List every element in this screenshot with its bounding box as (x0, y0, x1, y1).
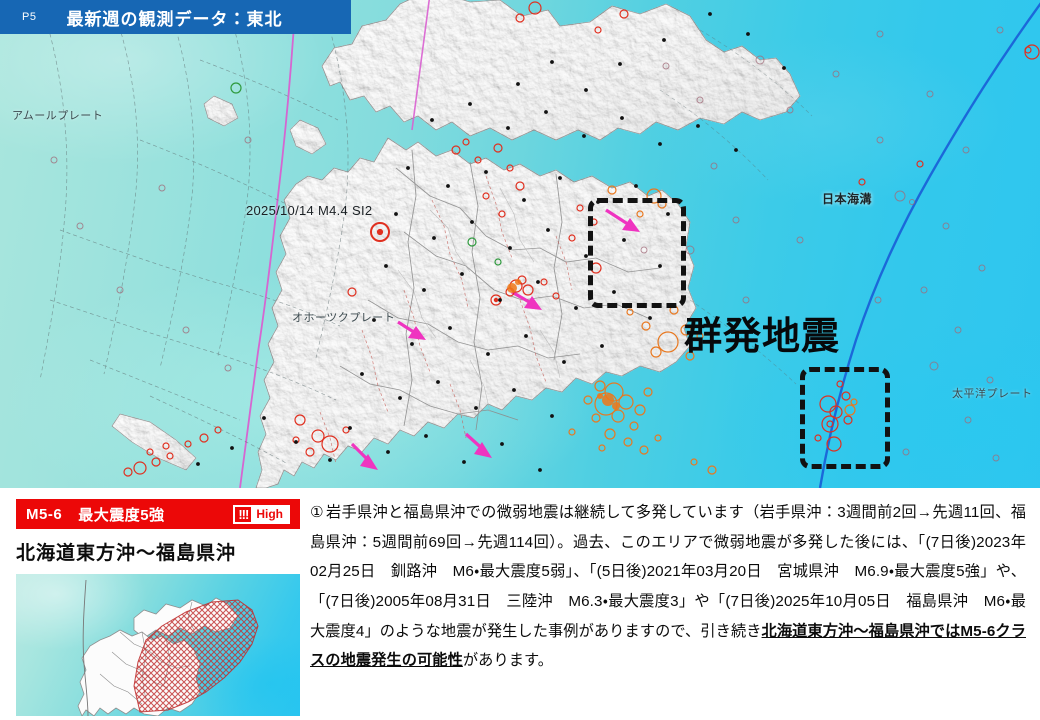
forecast-panel: M5-6 最大震度5強 !!! High 北海道東方沖〜福島県沖 (16, 499, 300, 716)
page-title: 最新週の観測データ：東北 (66, 9, 283, 29)
magnitude-label: M5-6 (26, 505, 63, 523)
arrow-1 (605, 208, 640, 232)
arrow-3 (397, 320, 426, 340)
landmass-layer (111, 0, 801, 488)
commentary-marker: ① (310, 504, 324, 521)
arrow-2 (511, 290, 542, 310)
region-title: 北海道東方沖〜福島県沖 (16, 543, 237, 564)
offshore-swarm-box (800, 367, 890, 469)
quake-annotation-label: 2025/10/14 M4.4 SI2 (246, 203, 373, 218)
page-number: P5 (22, 11, 37, 23)
bottom-section: M5-6 最大震度5強 !!! High 北海道東方沖〜福島県沖 (0, 488, 1040, 720)
commentary-seg-1: 岩手県沖と福島県沖での微弱地震は継続して多発しています（岩手県沖：3週間前2回→… (310, 504, 1026, 640)
label-okhotsk-plate: オホーツクプレート (292, 312, 396, 324)
commentary-seg-2-emphasis: 北海道東方沖〜福島県沖ではM5-6クラスの地震発生の可能性 (310, 622, 1026, 670)
inland-swarm-box (588, 198, 686, 308)
arrow-4 (464, 432, 492, 458)
commentary-seg-3: があります。 (462, 652, 554, 670)
severity-bar: M5-6 最大震度5強 !!! High (16, 499, 300, 529)
label-pacific-plate: 太平洋プレート (952, 388, 1033, 400)
risk-badge: !!! High (233, 504, 290, 524)
inset-forecast-map[interactable] (16, 574, 300, 716)
commentary-text: ① 岩手県沖と福島県沖での微弱地震は継続して多発しています（岩手県沖：3週間前2回… (310, 498, 1026, 676)
label-amur-plate: アムールプレート (12, 110, 104, 122)
main-map[interactable]: アムールプレート オホーツクプレート 太平洋プレート 日本海溝 2025/10/… (0, 0, 1040, 488)
alert-bars-icon: !!! (238, 506, 249, 522)
epicenter-layer (50, 1, 1040, 477)
max-intensity-label: 最大震度5強 (78, 506, 165, 524)
label-japan-trench: 日本海溝 (822, 192, 873, 206)
inset-map-vectors (77, 579, 259, 716)
header-banner: P5 最新週の観測データ：東北 (0, 0, 351, 34)
arrow-5 (350, 442, 378, 470)
swarm-label: 群発地震 (684, 316, 841, 358)
risk-level-label: High (251, 506, 288, 522)
plate-boundary-layer (39, 0, 1040, 488)
